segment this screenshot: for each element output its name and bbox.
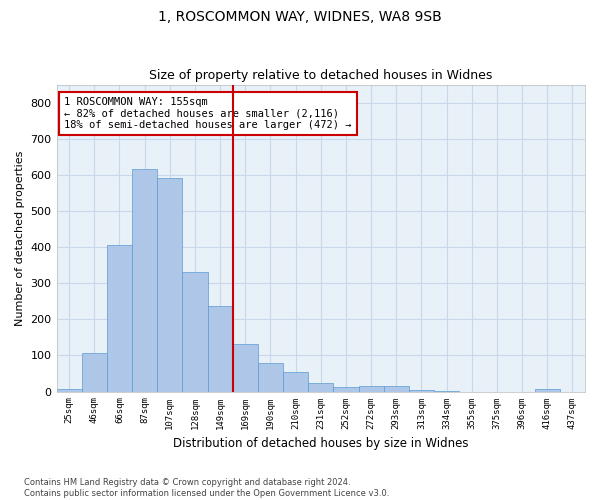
Bar (82, 353, 107, 392)
Bar (359, 386, 383, 392)
Text: 1, ROSCOMMON WAY, WIDNES, WA8 9SB: 1, ROSCOMMON WAY, WIDNES, WA8 9SB (158, 10, 442, 24)
Bar (233, 344, 258, 392)
Bar (409, 390, 434, 392)
Text: 1 ROSCOMMON WAY: 155sqm
← 82% of detached houses are smaller (2,116)
18% of semi: 1 ROSCOMMON WAY: 155sqm ← 82% of detache… (64, 97, 352, 130)
Text: Contains HM Land Registry data © Crown copyright and database right 2024.
Contai: Contains HM Land Registry data © Crown c… (24, 478, 389, 498)
Bar (334, 387, 359, 392)
Bar (157, 178, 182, 392)
Bar (208, 306, 233, 392)
Bar (107, 246, 132, 392)
X-axis label: Distribution of detached houses by size in Widnes: Distribution of detached houses by size … (173, 437, 469, 450)
Bar (283, 372, 308, 392)
Bar (258, 364, 283, 392)
Bar (535, 388, 560, 392)
Bar (308, 382, 334, 392)
Bar (56, 389, 82, 392)
Bar (383, 386, 409, 392)
Bar (182, 272, 208, 392)
Bar (132, 170, 157, 392)
Title: Size of property relative to detached houses in Widnes: Size of property relative to detached ho… (149, 69, 493, 82)
Y-axis label: Number of detached properties: Number of detached properties (15, 150, 25, 326)
